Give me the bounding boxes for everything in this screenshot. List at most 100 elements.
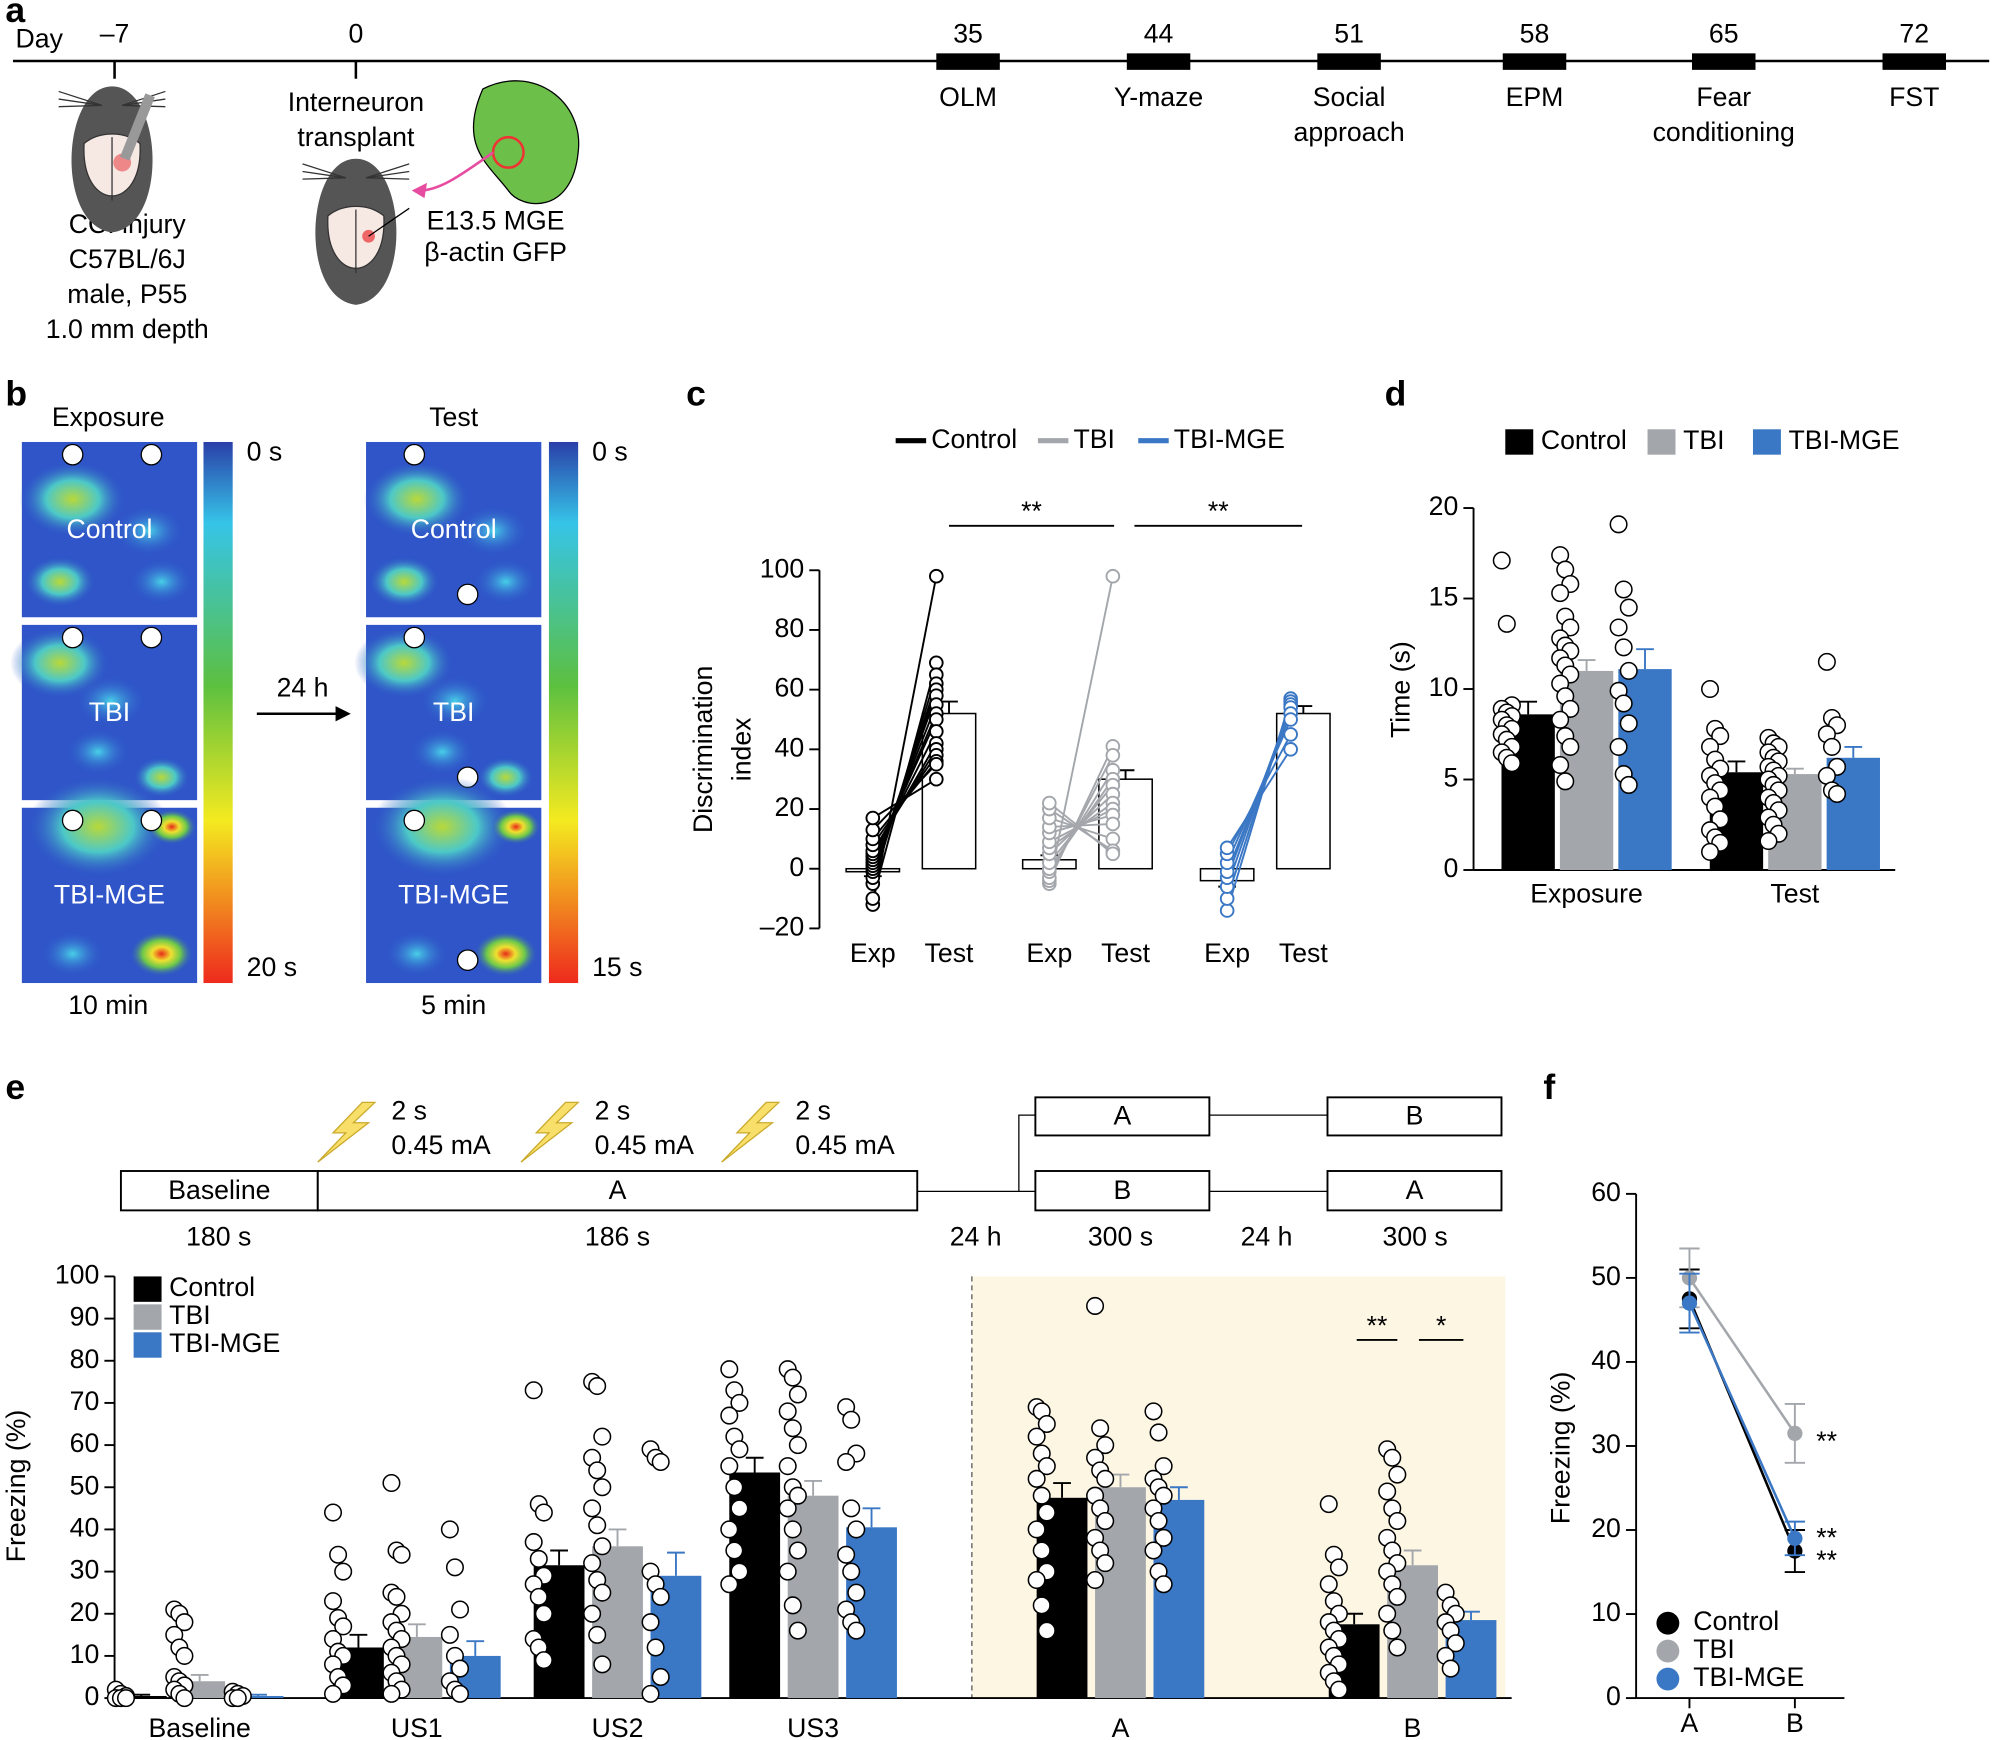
point bbox=[842, 1499, 861, 1518]
label: 0.45 mA bbox=[391, 1130, 490, 1160]
protocol-box bbox=[1034, 1096, 1211, 1137]
label: index bbox=[726, 717, 756, 781]
label: 0 bbox=[789, 852, 804, 882]
label: TBI-MGE bbox=[169, 1328, 280, 1358]
label: 24 h bbox=[1241, 1221, 1293, 1251]
label: Discrimination bbox=[688, 666, 718, 833]
label: EPM bbox=[1506, 82, 1564, 112]
label: US2 bbox=[592, 1713, 644, 1740]
point bbox=[1154, 1575, 1173, 1594]
point bbox=[116, 1689, 136, 1708]
point bbox=[1149, 1423, 1168, 1442]
point bbox=[1619, 714, 1638, 733]
heat-blob bbox=[363, 461, 471, 538]
point bbox=[651, 1667, 670, 1687]
label: 2 s bbox=[795, 1096, 831, 1126]
point bbox=[451, 1600, 470, 1619]
label: E13.5 MGE bbox=[427, 205, 565, 235]
pointer bbox=[368, 207, 410, 237]
object bbox=[140, 809, 163, 832]
point bbox=[1609, 737, 1628, 756]
point bbox=[788, 1486, 807, 1505]
label: * bbox=[1436, 1310, 1446, 1340]
whisker bbox=[58, 98, 102, 107]
point bbox=[387, 1587, 406, 1606]
point bbox=[593, 1655, 612, 1674]
label: Control bbox=[169, 1272, 255, 1302]
label: US1 bbox=[391, 1713, 443, 1740]
pair-line bbox=[1048, 754, 1114, 879]
label: 0 bbox=[1606, 1681, 1621, 1711]
point bbox=[1086, 1296, 1105, 1315]
label: Control bbox=[411, 514, 497, 544]
point bbox=[1759, 832, 1778, 851]
label: Day bbox=[16, 24, 64, 54]
point bbox=[1828, 784, 1847, 804]
point bbox=[1378, 1604, 1397, 1623]
session-bar bbox=[936, 53, 1000, 70]
label: B bbox=[1406, 1101, 1424, 1131]
point bbox=[1032, 1541, 1051, 1560]
label: 20 bbox=[775, 792, 805, 822]
shock-icon bbox=[520, 1101, 580, 1163]
heat-blob bbox=[354, 627, 454, 699]
point bbox=[1551, 584, 1570, 603]
label: Test bbox=[925, 938, 974, 968]
heat-blob bbox=[19, 461, 126, 538]
label: B bbox=[1113, 1175, 1131, 1205]
point bbox=[783, 1520, 802, 1539]
label: 10 bbox=[70, 1639, 100, 1669]
point bbox=[593, 1427, 612, 1446]
point bbox=[1388, 1638, 1407, 1657]
point bbox=[788, 1436, 807, 1455]
point bbox=[783, 1596, 802, 1615]
point bbox=[1561, 618, 1580, 637]
label: 70 bbox=[70, 1386, 100, 1416]
label: TBI bbox=[1073, 424, 1114, 454]
label: 50 bbox=[70, 1470, 100, 1500]
heat-blob bbox=[419, 675, 491, 727]
label: TBI-MGE bbox=[54, 880, 165, 910]
point bbox=[783, 1368, 802, 1387]
legend-swatch bbox=[133, 1304, 162, 1330]
point bbox=[1105, 816, 1121, 832]
point bbox=[788, 1385, 807, 1404]
point bbox=[847, 1583, 866, 1602]
point bbox=[1619, 775, 1638, 794]
panel-label: f bbox=[1543, 1067, 1555, 1107]
point bbox=[1383, 1621, 1402, 1640]
point bbox=[583, 1499, 602, 1518]
arrow-head bbox=[411, 182, 428, 199]
legend-swatch bbox=[1505, 429, 1534, 455]
label: 30 bbox=[70, 1555, 100, 1585]
point bbox=[1105, 831, 1121, 847]
whisker bbox=[366, 177, 410, 180]
label: TBI bbox=[169, 1300, 210, 1330]
whisker bbox=[365, 170, 410, 179]
point bbox=[524, 1533, 543, 1552]
pair-line bbox=[872, 778, 937, 819]
object bbox=[456, 583, 479, 606]
bar bbox=[232, 1695, 284, 1699]
label: 72 bbox=[1899, 19, 1929, 49]
shock-icon bbox=[721, 1101, 781, 1163]
heat-blob bbox=[26, 776, 170, 878]
pair-line bbox=[872, 763, 937, 831]
point bbox=[324, 1592, 343, 1611]
heat-blob bbox=[10, 627, 110, 699]
heat-blob bbox=[371, 776, 514, 878]
label: approach bbox=[1294, 117, 1405, 147]
label: B bbox=[1404, 1713, 1422, 1740]
heat-blob bbox=[477, 756, 535, 798]
panel-label: e bbox=[5, 1067, 25, 1107]
point bbox=[451, 1659, 470, 1678]
point bbox=[1701, 679, 1720, 699]
point bbox=[641, 1684, 660, 1703]
label: Exp bbox=[850, 938, 896, 968]
point bbox=[1614, 638, 1633, 657]
label: Exp bbox=[1026, 938, 1072, 968]
label: 50 bbox=[1591, 1261, 1621, 1291]
point bbox=[837, 1545, 856, 1564]
object bbox=[456, 949, 479, 971]
